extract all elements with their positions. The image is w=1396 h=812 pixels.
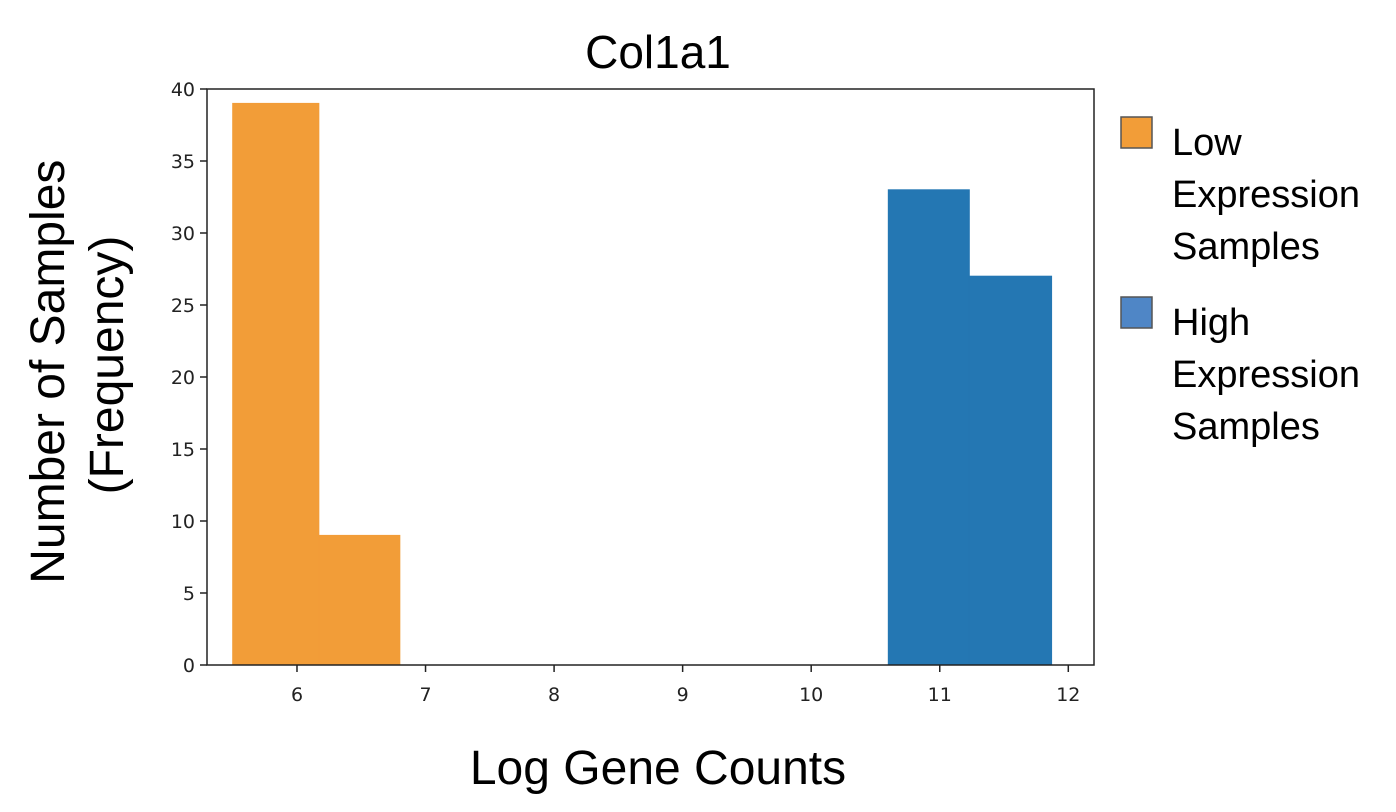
y-axis-label-line-1: Number of Samples <box>22 160 75 584</box>
legend: Low Expression Samples High Expression Sample… <box>1120 116 1360 448</box>
legend-label-line: Samples <box>1172 226 1320 268</box>
legend-label-1: Low Expression Samples <box>1172 122 1360 268</box>
bar-series-2-bin-2 <box>968 275 1053 666</box>
y-tick-label: 10 <box>171 511 195 533</box>
bar-series-1-bin-1 <box>232 102 320 666</box>
legend-label-line: Expression <box>1172 354 1360 396</box>
legend-swatch-2 <box>1120 296 1153 329</box>
legend-swatch-1 <box>1120 116 1153 149</box>
bars-layer <box>232 102 1053 666</box>
x-tick-label: 10 <box>799 684 823 706</box>
x-tick-label: 9 <box>677 684 689 706</box>
x-tick-label: 12 <box>1056 684 1080 706</box>
legend-label-line: High <box>1172 302 1250 344</box>
bar-series-2-bin-1 <box>887 189 970 666</box>
plot-frame <box>206 88 1095 666</box>
x-tick-label: 7 <box>419 684 431 706</box>
y-tick-label: 15 <box>171 439 195 461</box>
legend-label-line: Expression <box>1172 174 1360 216</box>
x-axis-label: Log Gene Counts <box>470 742 846 795</box>
x-tick-label: 6 <box>291 684 303 706</box>
y-tick-label: 0 <box>183 655 195 677</box>
y-tick-label: 35 <box>171 151 195 173</box>
y-tick-label: 30 <box>171 223 195 245</box>
y-axis-label: Number of Samples (Frequency) <box>22 146 134 584</box>
y-axis-label-line-2: (Frequency) <box>81 236 134 495</box>
y-tick-label: 40 <box>171 79 195 101</box>
legend-label-line: Samples <box>1172 406 1320 448</box>
legend-label-2: High Expression Samples <box>1172 302 1360 448</box>
legend-label-line: Low <box>1172 122 1242 164</box>
y-tick-label: 5 <box>183 583 195 605</box>
x-tick-label: 8 <box>548 684 560 706</box>
bar-series-1-bin-2 <box>318 534 401 666</box>
y-tick-label: 20 <box>171 367 195 389</box>
y-tick-label: 25 <box>171 295 195 317</box>
x-tick-label: 11 <box>928 684 952 706</box>
ticks-layer: 6 7 8 9 10 11 12 0 5 10 15 20 25 30 35 40 <box>171 79 1081 706</box>
chart-title: Col1a1 <box>585 26 731 78</box>
